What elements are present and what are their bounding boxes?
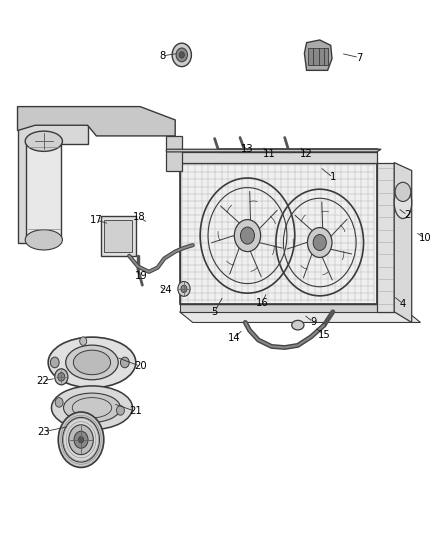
Text: 2: 2 (404, 211, 410, 220)
Circle shape (50, 357, 59, 368)
Circle shape (55, 398, 63, 407)
Polygon shape (166, 136, 182, 171)
Text: 11: 11 (263, 149, 276, 158)
Circle shape (234, 220, 261, 252)
Circle shape (69, 425, 93, 455)
Circle shape (172, 43, 191, 67)
Polygon shape (180, 163, 377, 304)
Polygon shape (304, 40, 332, 70)
Circle shape (395, 182, 411, 201)
Ellipse shape (25, 131, 63, 151)
Text: 9: 9 (310, 317, 316, 327)
Polygon shape (180, 312, 420, 322)
Polygon shape (180, 152, 377, 163)
Circle shape (240, 227, 254, 244)
Ellipse shape (48, 337, 136, 388)
Text: 18: 18 (133, 213, 145, 222)
Circle shape (78, 437, 84, 443)
Text: 13: 13 (241, 144, 254, 154)
Circle shape (176, 48, 187, 62)
Ellipse shape (292, 320, 304, 330)
Polygon shape (166, 149, 381, 152)
Polygon shape (377, 163, 394, 312)
Text: 20: 20 (134, 361, 146, 371)
Ellipse shape (73, 350, 110, 375)
Text: 8: 8 (159, 51, 165, 61)
Polygon shape (26, 141, 61, 240)
Ellipse shape (51, 386, 132, 430)
Circle shape (120, 357, 129, 368)
Ellipse shape (66, 345, 118, 379)
Ellipse shape (25, 230, 63, 250)
Polygon shape (18, 120, 88, 243)
Circle shape (74, 431, 88, 448)
Circle shape (55, 369, 68, 385)
Polygon shape (308, 48, 328, 65)
Ellipse shape (394, 187, 412, 219)
Polygon shape (18, 107, 175, 136)
Circle shape (63, 417, 99, 462)
Circle shape (58, 373, 65, 381)
Circle shape (313, 235, 326, 251)
Text: 24: 24 (159, 286, 172, 295)
Text: 4: 4 (400, 299, 406, 309)
Text: 23: 23 (38, 427, 50, 437)
Text: 12: 12 (300, 149, 313, 158)
Text: 7: 7 (356, 53, 362, 62)
Text: 17: 17 (90, 215, 103, 225)
Circle shape (179, 52, 184, 58)
Circle shape (181, 285, 187, 293)
Text: 5: 5 (212, 307, 218, 317)
Circle shape (178, 281, 190, 296)
Circle shape (117, 406, 124, 415)
Text: 21: 21 (129, 407, 142, 416)
Polygon shape (180, 304, 407, 312)
Text: 1: 1 (330, 173, 336, 182)
Circle shape (58, 412, 104, 467)
Polygon shape (104, 220, 132, 252)
Text: 16: 16 (255, 298, 268, 308)
Text: 15: 15 (318, 330, 331, 340)
Polygon shape (394, 163, 412, 322)
Polygon shape (101, 216, 136, 256)
Text: 10: 10 (419, 233, 431, 243)
Text: 19: 19 (134, 271, 148, 280)
Circle shape (80, 337, 87, 345)
Circle shape (307, 228, 332, 257)
Ellipse shape (64, 393, 120, 422)
Text: 22: 22 (36, 376, 49, 385)
Text: 14: 14 (228, 333, 240, 343)
